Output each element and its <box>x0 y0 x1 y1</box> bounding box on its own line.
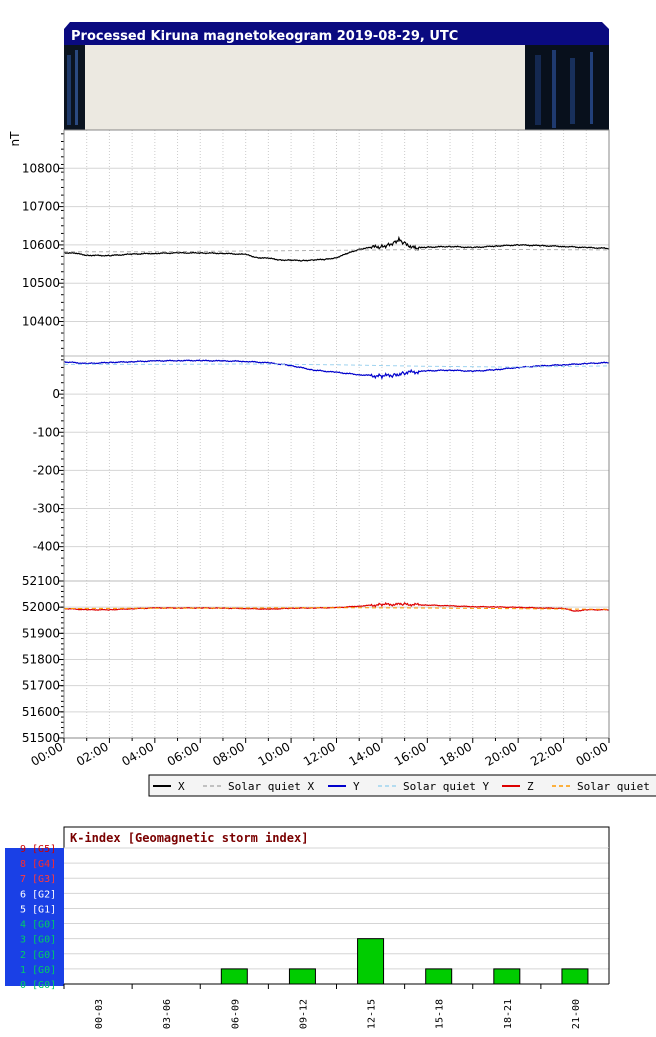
y-tick-label: 51800 <box>22 653 60 667</box>
x-tick-label: 06:00 <box>165 739 202 768</box>
y-tick-label: 51600 <box>22 705 60 719</box>
y-tick-label: 0 <box>52 387 60 401</box>
k-level-label: 0 [G0] <box>20 980 56 991</box>
k-bar <box>288 968 316 985</box>
k-category-label: 06-09 <box>230 999 241 1029</box>
x-tick-label: 02:00 <box>74 739 111 768</box>
x-tick-label: 14:00 <box>346 739 383 768</box>
page-title: Processed Kiruna magnetokeogram 2019-08-… <box>71 29 458 44</box>
k-category-label: 18-21 <box>503 999 514 1029</box>
x-tick-label: 22:00 <box>528 739 565 768</box>
legend-entry: Solar quiet Y <box>403 780 489 793</box>
x-tick-label: 08:00 <box>210 739 247 768</box>
y-tick-label: -100 <box>33 425 60 439</box>
k-level-label: 9 [G5] <box>20 844 56 855</box>
k-category-label: 21-00 <box>571 999 582 1029</box>
k-index-chart: K-index [Geomagnetic storm index] 9 [G5]… <box>5 826 610 1029</box>
y-tick-label: 10600 <box>22 238 60 252</box>
k-level-label: 6 [G2] <box>20 889 56 900</box>
y-tick-label: 10400 <box>22 315 60 329</box>
x-tick-label: 12:00 <box>301 739 338 768</box>
k-bar <box>493 968 521 985</box>
k-category-label: 03-06 <box>162 999 173 1029</box>
k-level-label: 8 [G4] <box>20 859 56 870</box>
y-tick-label: 51900 <box>22 626 60 640</box>
k-level-label: 3 [G0] <box>20 935 56 946</box>
y-tick-label: -300 <box>33 502 60 516</box>
x-tick-label: 18:00 <box>437 739 474 768</box>
k-bar <box>357 938 385 985</box>
k-bar <box>220 968 248 985</box>
k-level-scale <box>5 848 64 986</box>
k-index-title: K-index [Geomagnetic storm index] <box>70 831 308 845</box>
k-category-label: 09-12 <box>298 999 309 1029</box>
y-tick-label: 10800 <box>22 161 60 175</box>
k-level-label: 4 [G0] <box>20 920 56 931</box>
keogram-strip <box>64 45 609 130</box>
x-tick-label: 20:00 <box>483 739 520 768</box>
x-tick-label: 10:00 <box>256 739 293 768</box>
y-axis-label: nT <box>8 131 22 147</box>
k-level-label: 5 [G1] <box>20 904 56 915</box>
series-line-x <box>64 235 610 262</box>
legend-box <box>148 774 656 797</box>
legend: X Solar quiet X Y Solar quiet Y Z Solar quiet… <box>148 774 656 797</box>
y-tick-label: -200 <box>33 463 60 477</box>
plot-area: 10800 10700 10600 10500 10400 0 -100 -200 -300 -4… <box>22 129 611 769</box>
legend-entry: X <box>178 780 185 793</box>
title-banner: Processed Kiruna magnetokeogram 2019-08-… <box>64 22 609 45</box>
y-tick-label: -400 <box>33 540 60 554</box>
k-bar <box>425 968 453 985</box>
legend-entry: Solar quiet Z <box>577 780 656 793</box>
y-tick-label: 52000 <box>22 600 60 614</box>
series-line-y <box>64 359 610 380</box>
x-tick-label: 00:00 <box>574 739 611 768</box>
legend-entry: Z <box>527 780 534 793</box>
k-category-label: 12-15 <box>367 999 378 1029</box>
k-category-label: 15-18 <box>435 999 446 1029</box>
k-level-label: 2 [G0] <box>20 950 56 961</box>
k-category-label: 00-03 <box>94 999 105 1029</box>
y-tick-label: 51500 <box>22 731 60 745</box>
y-tick-label: 51700 <box>22 679 60 693</box>
k-bar <box>561 968 589 985</box>
x-tick-label: 16:00 <box>392 739 429 768</box>
y-tick-label: 10500 <box>22 276 60 290</box>
k-plot-background <box>64 848 609 984</box>
series-line-z <box>64 601 610 612</box>
legend-entry: Solar quiet X <box>228 780 314 793</box>
legend-entry: Y <box>353 780 360 793</box>
k-level-label: 1 [G0] <box>20 965 56 976</box>
y-tick-label: 10700 <box>22 200 60 214</box>
y-tick-label: 52100 <box>22 574 60 588</box>
x-tick-label: 04:00 <box>119 739 156 768</box>
k-level-label: 7 [G3] <box>20 874 56 885</box>
